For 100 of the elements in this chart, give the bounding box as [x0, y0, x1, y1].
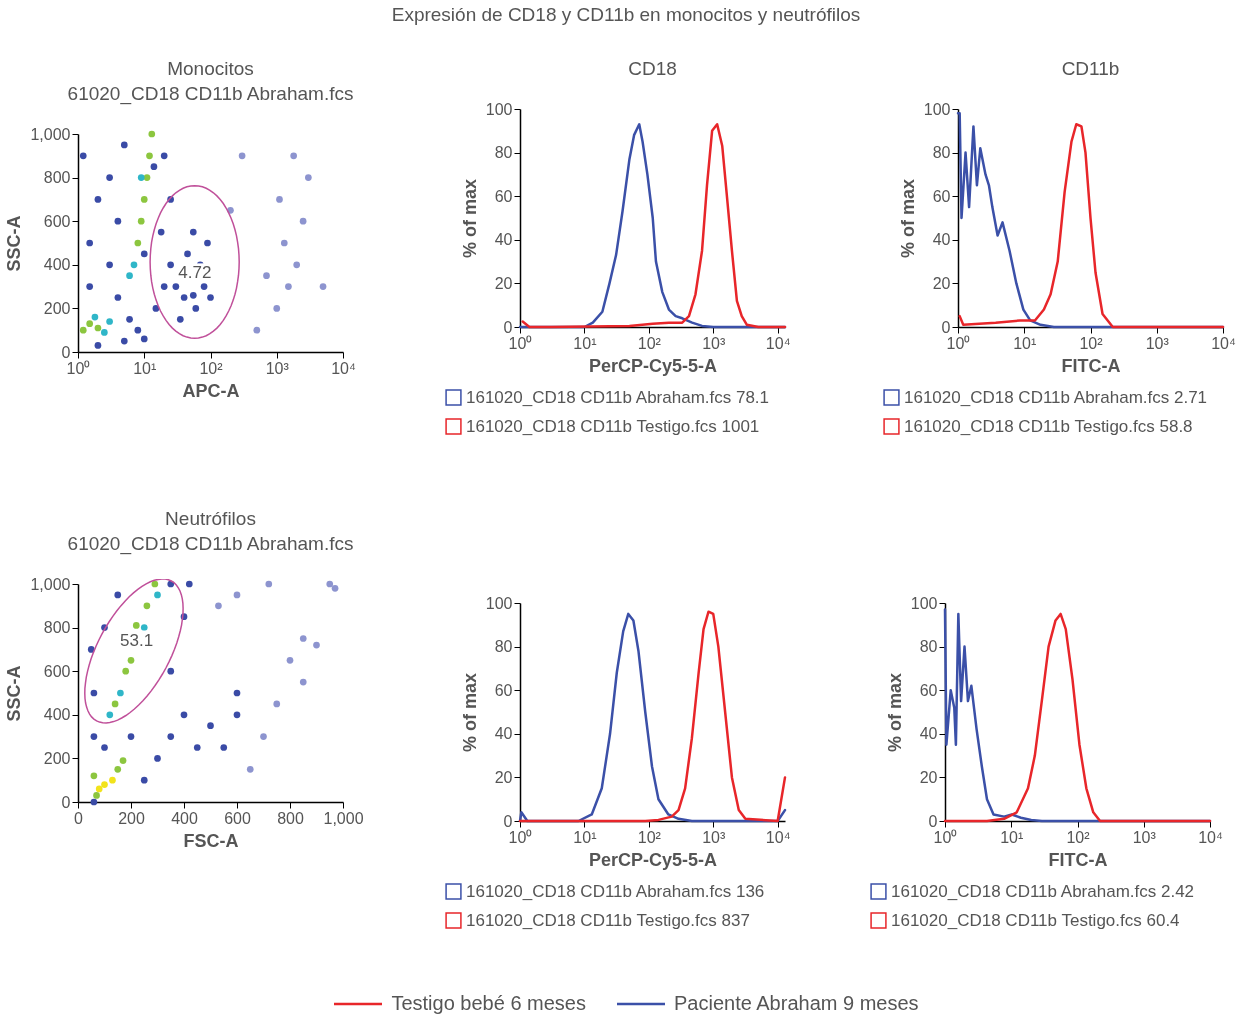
x-tick-label: 10¹ — [1000, 828, 1024, 846]
point — [109, 776, 116, 784]
x-tick-label: 10³ — [702, 828, 726, 846]
x-tick-label: 10² — [637, 334, 662, 352]
y-tick-label: 0 — [61, 793, 71, 811]
x-tick-label: 1,000 — [323, 809, 364, 827]
x-tick-label: 10² — [1066, 828, 1091, 846]
x-tick-label: 10⁴ — [331, 359, 356, 377]
x-tick-label: 10⁰ — [508, 334, 533, 352]
point — [193, 744, 201, 751]
x-tick-label: 10⁴ — [1211, 334, 1236, 352]
x-axis-title: PerCP-Cy5-5-A — [588, 849, 718, 870]
legend-label: Testigo bebé 6 meses — [391, 992, 586, 1015]
y-axis-title: % of max — [884, 672, 905, 753]
annotation: 4.72 — [178, 263, 212, 283]
legend-label: 161020_CD18 CD11b Testigo.fcs 60.4 — [891, 910, 1180, 930]
legend-label: 161020_CD18 CD11b Testigo.fcs 58.8 — [904, 416, 1193, 436]
y-tick-label: 40 — [494, 231, 513, 249]
x-tick-label: 10⁴ — [765, 828, 791, 846]
point — [167, 580, 175, 588]
y-tick-label: 100 — [485, 100, 513, 118]
y-tick-label: 60 — [932, 187, 951, 205]
y-tick-label: 0 — [941, 318, 951, 336]
y-tick-label: 20 — [932, 274, 951, 292]
chart-title: Neutrófilos — [165, 508, 256, 529]
point — [132, 622, 140, 629]
y-tick-label: 60 — [494, 681, 513, 699]
y-tick-label: 40 — [494, 725, 513, 743]
point — [154, 591, 161, 599]
point — [122, 667, 130, 675]
point — [167, 667, 175, 675]
point — [117, 689, 124, 697]
y-tick-label: 400 — [43, 256, 71, 274]
y-tick-label: 80 — [494, 638, 513, 656]
point — [111, 700, 119, 708]
point — [140, 624, 148, 631]
x-axis-title: FITC-A — [1048, 849, 1108, 870]
x-axis-title: APC-A — [182, 380, 240, 401]
y-axis-title: % of max — [459, 672, 480, 753]
point — [233, 591, 241, 599]
chart-title: CD11b — [1061, 58, 1120, 79]
y-tick-label: 200 — [43, 749, 71, 767]
point — [331, 585, 339, 592]
x-tick-label: 10¹ — [1013, 334, 1037, 352]
point — [143, 602, 151, 610]
y-tick-label: 80 — [932, 144, 951, 162]
x-tick-label: 10¹ — [573, 334, 597, 352]
y-axis-title: % of max — [897, 178, 918, 259]
point — [260, 733, 267, 740]
point — [140, 776, 148, 784]
point — [265, 580, 273, 588]
point — [95, 785, 103, 793]
x-tick-label: 10³ — [1132, 828, 1157, 846]
y-tick-label: 600 — [43, 662, 71, 680]
y-tick-label: 0 — [503, 318, 513, 336]
x-tick-label: 10¹ — [573, 828, 597, 846]
point — [185, 580, 193, 588]
point — [299, 678, 307, 686]
y-axis-title: % of max — [459, 178, 480, 259]
point — [90, 772, 98, 780]
x-tick-label: 600 — [224, 809, 251, 827]
x-tick-label: 200 — [118, 809, 145, 827]
point — [233, 711, 241, 719]
point — [167, 733, 175, 740]
point — [101, 781, 108, 788]
point — [313, 641, 320, 649]
y-tick-label: 100 — [485, 594, 513, 612]
x-tick-label: 10² — [199, 359, 224, 377]
point — [180, 711, 188, 719]
x-tick-label: 10⁰ — [933, 828, 958, 846]
x-tick-label: 0 — [74, 809, 84, 827]
point — [326, 580, 334, 588]
x-axis-title: PerCP-Cy5-5-A — [588, 355, 718, 376]
point — [114, 765, 122, 773]
y-tick-label: 200 — [43, 299, 71, 317]
x-axis-title: FITC-A — [1061, 355, 1121, 376]
point — [220, 744, 228, 751]
x-tick-label: 10³ — [265, 359, 290, 377]
annotation: 53.1 — [120, 630, 154, 650]
x-tick-label: 10² — [637, 828, 662, 846]
x-tick-label: 10³ — [1145, 334, 1170, 352]
point — [299, 635, 307, 642]
legend-label: 161020_CD18 CD11b Testigo.fcs 1001 — [466, 416, 760, 436]
point — [151, 580, 159, 588]
y-tick-label: 40 — [932, 231, 951, 249]
legend-label: 161020_CD18 CD11b Abraham.fcs 136 — [466, 881, 765, 901]
legend-label: 161020_CD18 CD11b Abraham.fcs 2.42 — [891, 881, 1195, 901]
point — [127, 656, 135, 664]
y-tick-label: 20 — [494, 274, 513, 292]
x-tick-label: 10⁰ — [508, 828, 533, 846]
point — [207, 722, 214, 730]
x-tick-label: 800 — [277, 809, 304, 827]
chart-subtitle: 61020_CD18 CD11b Abraham.fcs — [67, 533, 354, 555]
y-tick-label: 1,000 — [30, 125, 71, 143]
legend-label: 161020_CD18 CD11b Abraham.fcs 78.1 — [466, 387, 770, 407]
x-tick-label: 10³ — [702, 334, 726, 352]
point — [233, 689, 241, 697]
y-tick-label: 400 — [43, 706, 71, 724]
x-tick-label: 10¹ — [133, 359, 157, 377]
text: Expresión de CD18 y CD11b en monocitos y neutrófilos — [390, 4, 862, 26]
